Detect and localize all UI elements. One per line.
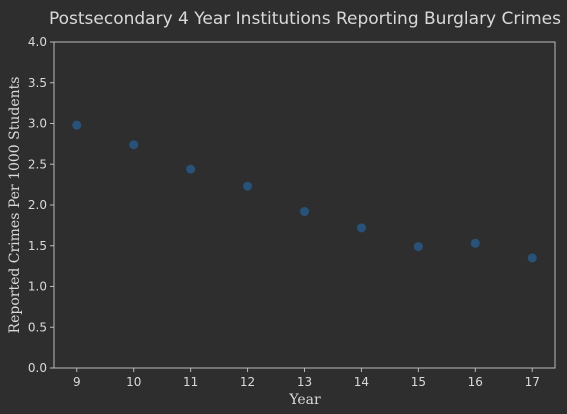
x-tick-label: 11: [183, 375, 198, 389]
x-tick-label: 17: [525, 375, 540, 389]
x-tick-label: 14: [354, 375, 369, 389]
x-axis: 9 10 11 12 13 14 15 16 17: [73, 368, 540, 389]
chart-title: Postsecondary 4 Year Institutions Report…: [49, 9, 561, 29]
y-axis: 0.0 0.5 1.0 1.5 2.0 2.5 3.0 3.5 4.0: [28, 35, 54, 375]
data-point: [413, 242, 423, 252]
data-point: [72, 120, 82, 130]
data-points: [72, 120, 537, 263]
y-tick-label: 3.5: [28, 76, 47, 90]
y-tick-label: 0.5: [28, 320, 47, 334]
y-axis-label: Reported Crimes Per 1000 Students: [7, 77, 23, 334]
x-tick-label: 10: [126, 375, 141, 389]
x-tick-label: 9: [73, 375, 81, 389]
y-tick-label: 4.0: [28, 35, 47, 49]
data-point: [300, 207, 309, 217]
data-point: [129, 140, 139, 150]
y-tick-label: 2.5: [28, 157, 47, 171]
x-tick-label: 12: [240, 375, 255, 389]
x-axis-label: Year: [288, 392, 321, 408]
data-point: [527, 253, 537, 263]
y-tick-label: 2.0: [28, 198, 47, 212]
y-tick-label: 1.5: [28, 239, 47, 253]
plot-area-frame: [53, 41, 556, 369]
x-tick-label: 16: [468, 375, 483, 389]
data-point: [243, 181, 253, 191]
x-tick-label: 15: [411, 375, 426, 389]
x-tick-label: 13: [297, 375, 312, 389]
y-tick-label: 1.0: [28, 280, 47, 294]
y-tick-label: 3.0: [28, 117, 47, 131]
y-tick-label: 0.0: [28, 361, 47, 375]
data-point: [186, 164, 196, 174]
data-point: [356, 223, 366, 233]
data-point: [470, 238, 480, 248]
